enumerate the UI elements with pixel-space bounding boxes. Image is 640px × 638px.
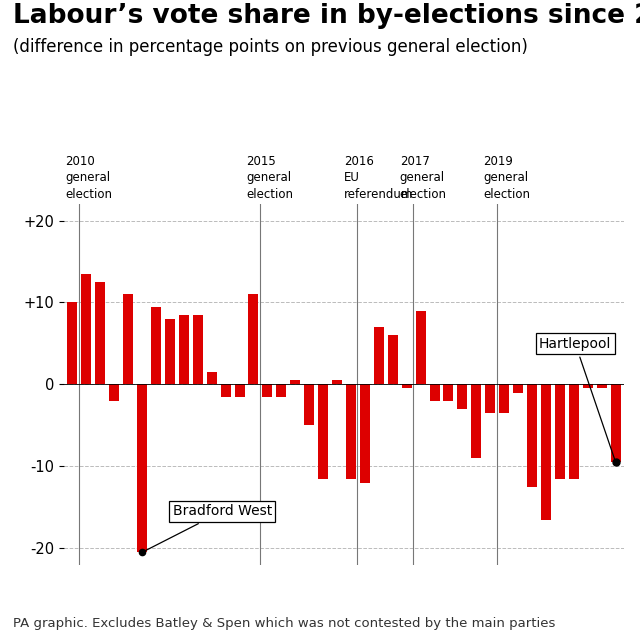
Bar — [318, 384, 328, 478]
Text: 2010
general
election: 2010 general election — [65, 155, 113, 201]
Bar — [374, 327, 384, 384]
Bar — [499, 384, 509, 413]
Bar — [221, 384, 230, 397]
Bar — [596, 384, 607, 389]
Text: 2017
general
election: 2017 general election — [400, 155, 447, 201]
Bar — [541, 384, 551, 519]
Bar — [611, 384, 621, 462]
Bar — [179, 315, 189, 384]
Text: 2019
general
election: 2019 general election — [483, 155, 531, 201]
Bar — [415, 311, 426, 384]
Bar — [207, 372, 217, 384]
Text: 2015
general
election: 2015 general election — [246, 155, 294, 201]
Bar — [388, 335, 398, 384]
Bar — [193, 315, 203, 384]
Text: Hartlepool: Hartlepool — [539, 336, 615, 459]
Bar — [332, 380, 342, 384]
Bar — [109, 384, 119, 401]
Bar — [290, 380, 300, 384]
Bar — [262, 384, 273, 397]
Bar — [402, 384, 412, 389]
Bar — [429, 384, 440, 401]
Bar — [95, 282, 105, 384]
Bar — [527, 384, 537, 487]
Bar — [485, 384, 495, 413]
Bar — [444, 384, 454, 401]
Bar — [248, 294, 259, 384]
Bar — [513, 384, 523, 392]
Bar — [151, 307, 161, 384]
Text: (difference in percentage points on previous general election): (difference in percentage points on prev… — [13, 38, 527, 56]
Bar — [555, 384, 565, 478]
Bar — [67, 302, 77, 384]
Bar — [346, 384, 356, 478]
Bar — [458, 384, 467, 409]
Text: PA graphic. Excludes Batley & Spen which was not contested by the main parties: PA graphic. Excludes Batley & Spen which… — [13, 618, 555, 630]
Bar — [137, 384, 147, 553]
Bar — [583, 384, 593, 389]
Bar — [81, 274, 92, 384]
Bar — [360, 384, 370, 483]
Bar — [304, 384, 314, 426]
Text: 2016
EU
referendum: 2016 EU referendum — [344, 155, 413, 201]
Text: Bradford West: Bradford West — [145, 505, 272, 551]
Bar — [569, 384, 579, 478]
Bar — [234, 384, 244, 397]
Text: Labour’s vote share in by-elections since 2010: Labour’s vote share in by-elections sinc… — [13, 3, 640, 29]
Bar — [123, 294, 133, 384]
Bar — [276, 384, 286, 397]
Bar — [471, 384, 481, 458]
Bar — [165, 319, 175, 384]
